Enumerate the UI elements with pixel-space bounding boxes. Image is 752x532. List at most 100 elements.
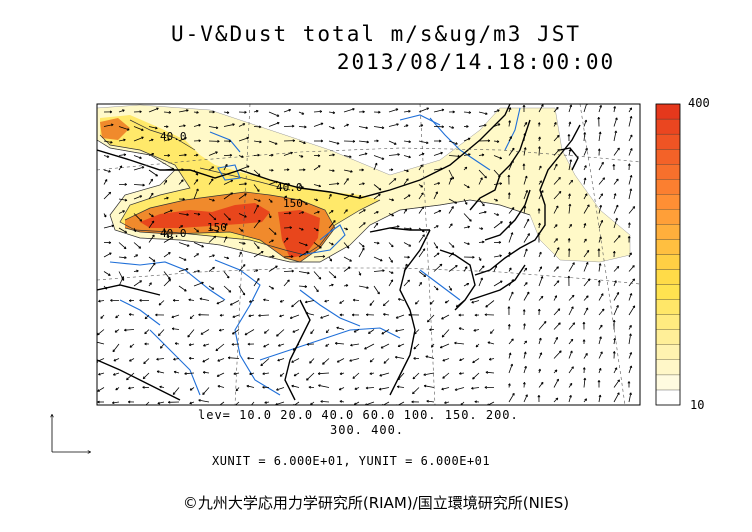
wind-arrow-head	[540, 338, 542, 341]
wind-arrow-head	[288, 109, 291, 112]
wind-arrow-head	[124, 328, 127, 331]
wind-arrow	[493, 123, 501, 127]
wind-arrow-head	[201, 282, 204, 285]
wind-arrow-head	[570, 159, 573, 162]
wind-arrow-head	[509, 251, 511, 255]
wind-arrow	[508, 120, 511, 127]
wind-arrow-head	[523, 163, 526, 166]
wind-arrow	[613, 235, 621, 243]
wind-arrow	[283, 212, 292, 214]
wind-arrow	[172, 387, 180, 395]
wind-arrow	[568, 294, 575, 301]
wind-arrow-head	[229, 154, 233, 157]
wind-arrow-head	[568, 238, 571, 241]
wind-arrow	[336, 327, 345, 330]
wind-arrow	[412, 387, 420, 395]
wind-arrow	[335, 342, 345, 345]
wind-arrow	[415, 300, 420, 305]
wind-arrow	[523, 382, 525, 388]
wind-arrow	[328, 210, 334, 214]
wind-arrow	[223, 236, 228, 243]
wind-arrow-head	[306, 377, 308, 381]
wind-arrow-head	[310, 402, 312, 405]
wind-arrow-head	[198, 124, 201, 127]
wind-arrow-head	[413, 346, 415, 350]
wind-arrow-head	[339, 400, 343, 402]
wind-arrow-head	[497, 175, 501, 178]
wind-arrow-head	[291, 270, 294, 273]
wind-arrow	[223, 179, 233, 185]
wind-arrow-head	[349, 359, 352, 362]
wind-arrow-head	[94, 342, 96, 344]
wind-arrow	[568, 350, 573, 359]
wind-arrow-head	[263, 298, 266, 300]
wind-arrow	[568, 262, 575, 272]
wind-arrow	[598, 220, 603, 229]
wind-arrow-head	[317, 155, 321, 158]
dust-fill-peak	[140, 203, 320, 258]
wind-arrow-head	[473, 328, 476, 331]
wind-arrow	[193, 227, 199, 233]
wind-arrow-head	[157, 401, 160, 404]
wind-arrow	[354, 401, 360, 405]
wind-arrow	[298, 285, 307, 288]
wind-arrow-head	[217, 141, 220, 143]
wind-arrow-head	[449, 288, 452, 291]
wind-arrow-head	[472, 376, 474, 380]
wind-arrow-head	[614, 106, 617, 109]
wind-arrow-head	[438, 140, 442, 143]
wind-arrow	[598, 193, 603, 200]
wind-arrow	[178, 285, 187, 292]
wind-arrow	[613, 130, 617, 142]
wind-arrow	[442, 372, 450, 379]
wind-arrow	[373, 193, 381, 200]
wind-arrow-head	[346, 247, 350, 249]
wind-arrow-head	[182, 179, 184, 182]
wind-arrow-head	[228, 291, 231, 293]
wind-arrow-head	[317, 211, 320, 214]
wind-arrow	[223, 223, 228, 229]
wind-arrow	[553, 378, 559, 388]
wind-arrow	[493, 155, 502, 159]
wind-arrow-head	[123, 247, 127, 250]
wind-arrow-head	[293, 403, 295, 405]
wind-arrow-head	[197, 214, 201, 216]
wind-arrow-head	[358, 273, 361, 276]
wind-arrow-head	[171, 236, 174, 240]
wind-arrow-head	[408, 279, 410, 283]
wind-arrow	[129, 358, 135, 362]
colorbar-step	[655, 179, 681, 195]
wind-arrow	[148, 169, 158, 177]
wind-arrow	[433, 285, 439, 291]
wind-arrow	[187, 329, 195, 338]
wind-arrow-head	[425, 355, 428, 357]
wind-arrow	[217, 385, 225, 388]
wind-arrow	[448, 155, 460, 157]
wind-arrow-head	[585, 223, 587, 226]
colorbar-step	[655, 239, 681, 255]
wind-arrow	[268, 122, 280, 127]
wind-arrow	[424, 385, 435, 388]
grid-lines	[97, 104, 640, 405]
wind-arrow-head	[614, 351, 616, 354]
wind-arrow	[425, 355, 435, 359]
colorbar-step	[655, 389, 681, 406]
wind-arrow	[448, 177, 452, 185]
wind-arrow	[268, 285, 274, 290]
wind-arrow-head	[322, 362, 324, 365]
wind-arrow	[223, 271, 230, 279]
wind-arrow	[118, 154, 126, 156]
wind-arrow-head	[195, 173, 198, 176]
wind-arrow	[613, 217, 618, 229]
wind-arrow-head	[499, 255, 502, 258]
wind-arrow-head	[181, 225, 184, 228]
wind-arrow-head	[142, 184, 145, 187]
wind-arrow	[208, 213, 217, 221]
wind-arrow-head	[216, 301, 219, 304]
wind-arrow	[160, 343, 165, 349]
wind-arrow	[328, 271, 337, 279]
wind-arrow	[178, 242, 190, 247]
wind-arrow-head	[133, 230, 136, 233]
wind-arrow-head	[509, 120, 511, 123]
